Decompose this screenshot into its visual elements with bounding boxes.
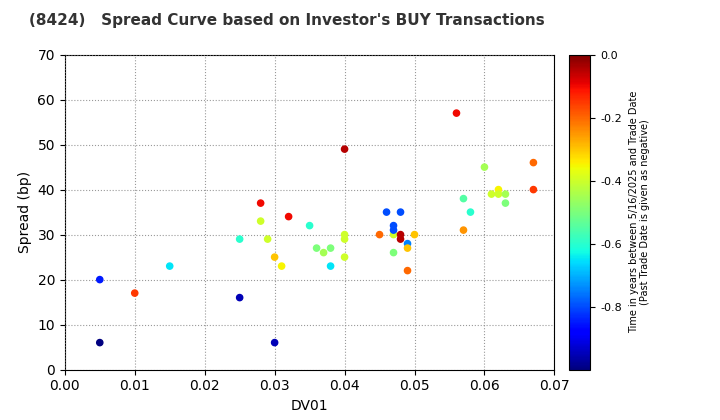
Point xyxy=(325,263,336,270)
Point xyxy=(451,110,462,116)
Point xyxy=(318,249,329,256)
Point xyxy=(283,213,294,220)
Point xyxy=(409,231,420,238)
Text: (8424)   Spread Curve based on Investor's BUY Transactions: (8424) Spread Curve based on Investor's … xyxy=(29,13,544,28)
Point xyxy=(388,227,400,234)
Point xyxy=(339,146,351,152)
Point xyxy=(458,195,469,202)
Point xyxy=(374,231,385,238)
Point xyxy=(492,191,504,197)
Point xyxy=(269,339,280,346)
Point xyxy=(492,186,504,193)
Point xyxy=(339,231,351,238)
Point xyxy=(94,276,106,283)
Point xyxy=(339,236,351,242)
Point xyxy=(129,290,140,297)
Point xyxy=(339,254,351,260)
Point xyxy=(395,231,406,238)
Point xyxy=(500,191,511,197)
Point xyxy=(234,294,246,301)
Point xyxy=(395,236,406,242)
Point xyxy=(458,227,469,234)
Point xyxy=(500,200,511,207)
Point xyxy=(464,209,476,215)
Point xyxy=(479,164,490,171)
Point xyxy=(325,245,336,252)
Point xyxy=(304,222,315,229)
Point xyxy=(388,231,400,238)
Point xyxy=(486,191,498,197)
Point xyxy=(402,240,413,247)
Point xyxy=(255,218,266,224)
Point xyxy=(269,254,280,260)
Point xyxy=(388,222,400,229)
Point xyxy=(262,236,274,242)
Point xyxy=(164,263,176,270)
Point xyxy=(255,200,266,207)
Point xyxy=(395,209,406,215)
Point xyxy=(311,245,323,252)
X-axis label: DV01: DV01 xyxy=(291,399,328,413)
Point xyxy=(276,263,287,270)
Point xyxy=(402,245,413,252)
Point xyxy=(528,186,539,193)
Y-axis label: Time in years between 5/16/2025 and Trade Date
(Past Trade Date is given as nega: Time in years between 5/16/2025 and Trad… xyxy=(629,91,650,333)
Point xyxy=(94,339,106,346)
Point xyxy=(388,249,400,256)
Point xyxy=(528,159,539,166)
Point xyxy=(234,236,246,242)
Point xyxy=(381,209,392,215)
Y-axis label: Spread (bp): Spread (bp) xyxy=(18,171,32,253)
Point xyxy=(402,267,413,274)
